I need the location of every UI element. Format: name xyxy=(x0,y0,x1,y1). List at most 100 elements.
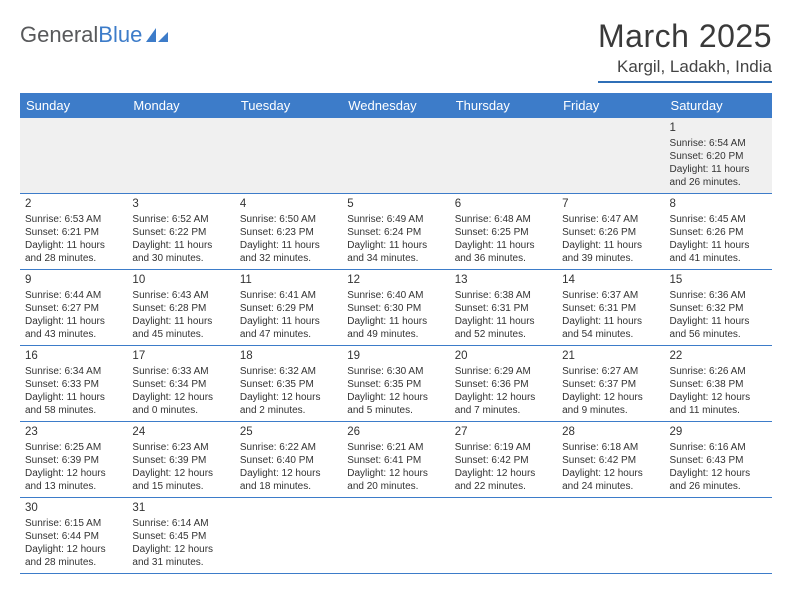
day-info-line: Sunset: 6:28 PM xyxy=(132,302,229,315)
day-number: 27 xyxy=(455,425,552,440)
calendar-day-cell: 19Sunrise: 6:30 AMSunset: 6:35 PMDayligh… xyxy=(342,345,449,421)
day-info-line: Sunset: 6:24 PM xyxy=(347,226,444,239)
day-number: 6 xyxy=(455,197,552,212)
calendar-week-row: 1Sunrise: 6:54 AMSunset: 6:20 PMDaylight… xyxy=(20,118,772,193)
day-number: 16 xyxy=(25,349,122,364)
day-number: 21 xyxy=(562,349,659,364)
day-info-line: Sunset: 6:30 PM xyxy=(347,302,444,315)
day-info-line: and 26 minutes. xyxy=(670,480,767,493)
calendar-day-cell: 25Sunrise: 6:22 AMSunset: 6:40 PMDayligh… xyxy=(235,421,342,497)
weekday-header: Thursday xyxy=(450,93,557,118)
calendar-week-row: 9Sunrise: 6:44 AMSunset: 6:27 PMDaylight… xyxy=(20,269,772,345)
day-info-line: and 52 minutes. xyxy=(455,328,552,341)
day-number: 13 xyxy=(455,273,552,288)
calendar-day-cell: 16Sunrise: 6:34 AMSunset: 6:33 PMDayligh… xyxy=(20,345,127,421)
day-info-line: and 54 minutes. xyxy=(562,328,659,341)
day-info-line: Sunset: 6:35 PM xyxy=(240,378,337,391)
day-info-line: Sunset: 6:44 PM xyxy=(25,530,122,543)
calendar-day-cell: 13Sunrise: 6:38 AMSunset: 6:31 PMDayligh… xyxy=(450,269,557,345)
day-info-line: Sunrise: 6:48 AM xyxy=(455,213,552,226)
calendar-day-cell: 26Sunrise: 6:21 AMSunset: 6:41 PMDayligh… xyxy=(342,421,449,497)
day-number: 28 xyxy=(562,425,659,440)
calendar-day-cell: 22Sunrise: 6:26 AMSunset: 6:38 PMDayligh… xyxy=(665,345,772,421)
day-number: 29 xyxy=(670,425,767,440)
weekday-header: Friday xyxy=(557,93,664,118)
calendar-day-cell: 18Sunrise: 6:32 AMSunset: 6:35 PMDayligh… xyxy=(235,345,342,421)
day-number: 31 xyxy=(132,501,229,516)
day-info-line: Sunrise: 6:52 AM xyxy=(132,213,229,226)
calendar-empty-cell xyxy=(20,118,127,193)
day-info-line: Sunrise: 6:23 AM xyxy=(132,441,229,454)
header: GeneralBlue March 2025 Kargil, Ladakh, I… xyxy=(20,18,772,83)
day-number: 25 xyxy=(240,425,337,440)
day-info-line: Sunset: 6:31 PM xyxy=(562,302,659,315)
calendar-week-row: 30Sunrise: 6:15 AMSunset: 6:44 PMDayligh… xyxy=(20,497,772,573)
day-info-line: Sunrise: 6:49 AM xyxy=(347,213,444,226)
calendar-day-cell: 31Sunrise: 6:14 AMSunset: 6:45 PMDayligh… xyxy=(127,497,234,573)
day-info-line: Daylight: 11 hours xyxy=(670,239,767,252)
day-info-line: Sunset: 6:45 PM xyxy=(132,530,229,543)
day-info-line: and 24 minutes. xyxy=(562,480,659,493)
day-info-line: Sunrise: 6:54 AM xyxy=(670,137,767,150)
day-info-line: Daylight: 12 hours xyxy=(670,391,767,404)
day-info-line: Sunset: 6:27 PM xyxy=(25,302,122,315)
day-info-line: Sunset: 6:34 PM xyxy=(132,378,229,391)
calendar-day-cell: 29Sunrise: 6:16 AMSunset: 6:43 PMDayligh… xyxy=(665,421,772,497)
day-info-line: Sunset: 6:20 PM xyxy=(670,150,767,163)
logo-text-2: Blue xyxy=(98,22,142,48)
day-info-line: and 5 minutes. xyxy=(347,404,444,417)
day-info-line: Sunrise: 6:33 AM xyxy=(132,365,229,378)
calendar-day-cell: 4Sunrise: 6:50 AMSunset: 6:23 PMDaylight… xyxy=(235,193,342,269)
day-info-line: Sunset: 6:38 PM xyxy=(670,378,767,391)
day-number: 22 xyxy=(670,349,767,364)
day-info-line: Sunset: 6:32 PM xyxy=(670,302,767,315)
calendar-day-cell: 23Sunrise: 6:25 AMSunset: 6:39 PMDayligh… xyxy=(20,421,127,497)
day-info-line: Sunset: 6:21 PM xyxy=(25,226,122,239)
day-info-line: and 18 minutes. xyxy=(240,480,337,493)
day-info-line: and 39 minutes. xyxy=(562,252,659,265)
weekday-header: Wednesday xyxy=(342,93,449,118)
day-number: 23 xyxy=(25,425,122,440)
calendar-day-cell: 5Sunrise: 6:49 AMSunset: 6:24 PMDaylight… xyxy=(342,193,449,269)
calendar-day-cell: 20Sunrise: 6:29 AMSunset: 6:36 PMDayligh… xyxy=(450,345,557,421)
day-info-line: Daylight: 12 hours xyxy=(240,391,337,404)
calendar-day-cell: 3Sunrise: 6:52 AMSunset: 6:22 PMDaylight… xyxy=(127,193,234,269)
calendar-day-cell: 30Sunrise: 6:15 AMSunset: 6:44 PMDayligh… xyxy=(20,497,127,573)
day-number: 8 xyxy=(670,197,767,212)
day-number: 30 xyxy=(25,501,122,516)
day-info-line: and 11 minutes. xyxy=(670,404,767,417)
day-info-line: Sunset: 6:42 PM xyxy=(562,454,659,467)
calendar-empty-cell xyxy=(235,497,342,573)
weekday-header: Monday xyxy=(127,93,234,118)
title-block: March 2025 Kargil, Ladakh, India xyxy=(598,18,772,83)
day-info-line: Daylight: 12 hours xyxy=(132,467,229,480)
day-info-line: Daylight: 11 hours xyxy=(25,391,122,404)
day-info-line: Daylight: 12 hours xyxy=(455,467,552,480)
calendar-empty-cell xyxy=(557,118,664,193)
day-info-line: Daylight: 11 hours xyxy=(132,239,229,252)
calendar-day-cell: 1Sunrise: 6:54 AMSunset: 6:20 PMDaylight… xyxy=(665,118,772,193)
day-info-line: Sunrise: 6:27 AM xyxy=(562,365,659,378)
day-info-line: Sunset: 6:26 PM xyxy=(670,226,767,239)
calendar-empty-cell xyxy=(342,497,449,573)
day-info-line: Sunrise: 6:50 AM xyxy=(240,213,337,226)
day-info-line: and 2 minutes. xyxy=(240,404,337,417)
day-info-line: and 49 minutes. xyxy=(347,328,444,341)
day-info-line: Daylight: 12 hours xyxy=(347,467,444,480)
day-info-line: Sunset: 6:35 PM xyxy=(347,378,444,391)
day-info-line: and 13 minutes. xyxy=(25,480,122,493)
calendar-day-cell: 9Sunrise: 6:44 AMSunset: 6:27 PMDaylight… xyxy=(20,269,127,345)
day-info-line: Daylight: 11 hours xyxy=(240,239,337,252)
day-info-line: Sunrise: 6:15 AM xyxy=(25,517,122,530)
calendar-day-cell: 2Sunrise: 6:53 AMSunset: 6:21 PMDaylight… xyxy=(20,193,127,269)
day-info-line: Daylight: 11 hours xyxy=(347,239,444,252)
day-info-line: Sunrise: 6:36 AM xyxy=(670,289,767,302)
day-info-line: Sunrise: 6:16 AM xyxy=(670,441,767,454)
calendar-day-cell: 10Sunrise: 6:43 AMSunset: 6:28 PMDayligh… xyxy=(127,269,234,345)
day-info-line: Sunrise: 6:37 AM xyxy=(562,289,659,302)
day-info-line: Sunrise: 6:25 AM xyxy=(25,441,122,454)
day-number: 15 xyxy=(670,273,767,288)
day-info-line: Sunrise: 6:45 AM xyxy=(670,213,767,226)
day-info-line: and 20 minutes. xyxy=(347,480,444,493)
day-info-line: and 7 minutes. xyxy=(455,404,552,417)
